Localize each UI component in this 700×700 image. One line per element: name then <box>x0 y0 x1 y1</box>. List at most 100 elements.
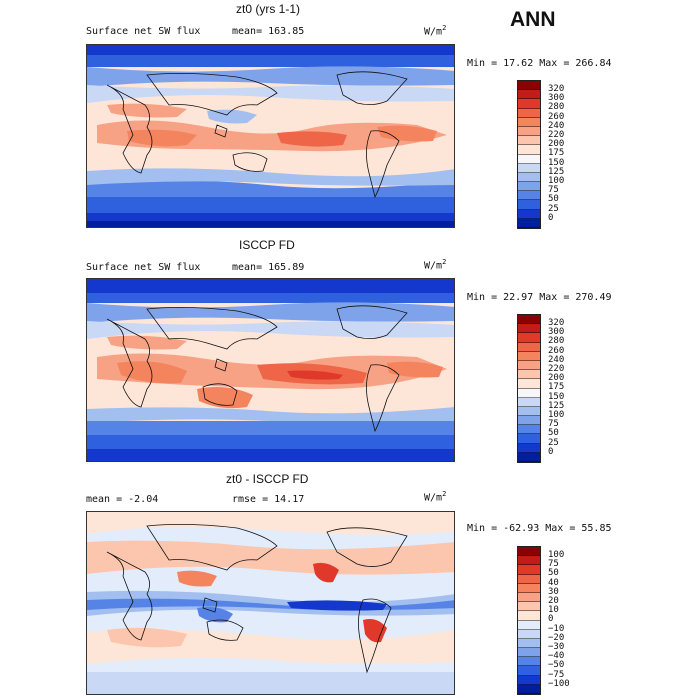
colorbar-swatch <box>518 388 540 398</box>
panel-1-variable-label: Surface net SW flux <box>86 26 201 37</box>
season-label: ANN <box>510 8 556 31</box>
colorbar-swatch <box>518 117 540 127</box>
colorbar-swatch <box>518 602 540 612</box>
colorbar-tick-label: 25 <box>548 437 559 448</box>
colorbar-swatch <box>518 556 540 566</box>
colorbar-tick-label: 150 <box>548 157 565 168</box>
colorbar-tick-label: −40 <box>548 651 565 662</box>
colorbar-tick-label: 200 <box>548 373 565 384</box>
colorbar-swatch <box>518 452 540 462</box>
panel-3-colorbar <box>517 546 541 695</box>
colorbar-swatch <box>518 434 540 444</box>
colorbar-tick-label: −100 <box>548 678 570 689</box>
colorbar-swatch <box>518 360 540 371</box>
colorbar-tick-label: 20 <box>548 596 559 606</box>
colorbar-swatch <box>518 108 540 118</box>
colorbar-tick-label: 50 <box>548 568 559 579</box>
panel-1-minmax: Min = 17.62 Max = 266.84 <box>467 58 612 69</box>
colorbar-swatch <box>518 620 540 630</box>
colorbar-swatch <box>518 397 540 407</box>
colorbar-tick-label: −75 <box>548 669 565 680</box>
colorbar-swatch <box>518 657 540 667</box>
colorbar-swatch <box>518 324 540 334</box>
colorbar-tick-label: 100 <box>548 550 565 560</box>
colorbar-tick-label: 220 <box>548 364 565 374</box>
colorbar-tick-label: 0 <box>548 212 554 223</box>
colorbar-tick-label: 75 <box>548 559 559 570</box>
colorbar-swatch <box>518 191 540 201</box>
colorbar-swatch <box>518 443 540 453</box>
colorbar-tick-label: 0 <box>548 614 554 625</box>
colorbar-tick-label: 200 <box>548 139 565 150</box>
colorbar-swatch <box>518 648 540 658</box>
colorbar-swatch <box>518 315 540 325</box>
colorbar-tick-label: 320 <box>548 318 565 328</box>
colorbar-tick-label: 30 <box>548 586 559 597</box>
colorbar-tick-label: 50 <box>548 428 559 439</box>
panel-1-map <box>86 44 455 228</box>
colorbar-swatch <box>518 99 540 109</box>
colorbar-tick-label: 300 <box>548 327 565 338</box>
panel-3-mean-label: mean = -2.04 <box>86 494 159 505</box>
colorbar-tick-label: 100 <box>548 176 565 186</box>
panel-3-title: zt0 - ISCCP FD <box>226 472 309 486</box>
panel-3-rmse-label: rmse = 14.17 <box>232 494 305 505</box>
colorbar-swatch <box>518 565 540 575</box>
colorbar-swatch <box>518 574 540 584</box>
panel-2-map <box>86 278 455 462</box>
colorbar-tick-label: −20 <box>548 632 565 643</box>
colorbar-swatch <box>518 90 540 100</box>
colorbar-swatch <box>518 416 540 426</box>
colorbar-swatch <box>518 154 540 164</box>
colorbar-tick-label: 25 <box>548 203 559 214</box>
colorbar-swatch <box>518 351 540 361</box>
panel-2-title: ISCCP FD <box>239 238 295 252</box>
colorbar-tick-label: 125 <box>548 166 565 177</box>
panel-1-units: W/m2 <box>424 24 447 38</box>
colorbar-tick-label: 75 <box>548 185 559 196</box>
colorbar-tick-label: 300 <box>548 93 565 104</box>
panel-2-variable-label: Surface net SW flux <box>86 262 201 273</box>
colorbar-swatch <box>518 145 540 155</box>
colorbar-swatch <box>518 592 540 603</box>
colorbar-tick-label: 175 <box>548 148 565 159</box>
colorbar-swatch <box>518 406 540 417</box>
colorbar-swatch <box>518 675 540 685</box>
panel-3-map-field <box>87 512 454 694</box>
colorbar-tick-label: 280 <box>548 102 565 113</box>
colorbar-tick-label: 100 <box>548 410 565 420</box>
colorbar-tick-label: 240 <box>548 120 565 131</box>
panel-3-units: W/m2 <box>424 490 447 504</box>
panel-1-colorbar <box>517 80 541 229</box>
colorbar-swatch <box>518 425 540 435</box>
colorbar-swatch <box>518 611 540 621</box>
colorbar-swatch <box>518 172 540 183</box>
colorbar-tick-label: −30 <box>548 642 565 652</box>
colorbar-swatch <box>518 666 540 676</box>
colorbar-tick-label: 280 <box>548 336 565 347</box>
colorbar-swatch <box>518 629 540 639</box>
colorbar-swatch <box>518 342 540 352</box>
panel-3-minmax: Min = -62.93 Max = 55.85 <box>467 523 612 534</box>
colorbar-tick-label: 175 <box>548 382 565 393</box>
colorbar-tick-label: 50 <box>548 194 559 205</box>
colorbar-tick-label: −50 <box>548 660 565 671</box>
colorbar-swatch <box>518 333 540 343</box>
colorbar-tick-label: 0 <box>548 446 554 457</box>
colorbar-swatch <box>518 638 540 649</box>
colorbar-tick-label: 260 <box>548 345 565 356</box>
panel-2-minmax: Min = 22.97 Max = 270.49 <box>467 292 612 303</box>
colorbar-tick-label: 320 <box>548 84 565 94</box>
colorbar-tick-label: 260 <box>548 111 565 122</box>
panel-2-units: W/m2 <box>424 258 447 272</box>
colorbar-tick-label: −10 <box>548 623 565 634</box>
colorbar-tick-label: 40 <box>548 577 559 588</box>
colorbar-tick-label: 125 <box>548 400 565 411</box>
panel-1-mean-label: mean= 163.85 <box>232 26 305 37</box>
colorbar-tick-label: 220 <box>548 130 565 140</box>
panel-3-map <box>86 511 455 695</box>
colorbar-tick-label: 150 <box>548 391 565 402</box>
colorbar-swatch <box>518 182 540 192</box>
colorbar-tick-label: 10 <box>548 605 559 616</box>
colorbar-swatch <box>518 209 540 219</box>
